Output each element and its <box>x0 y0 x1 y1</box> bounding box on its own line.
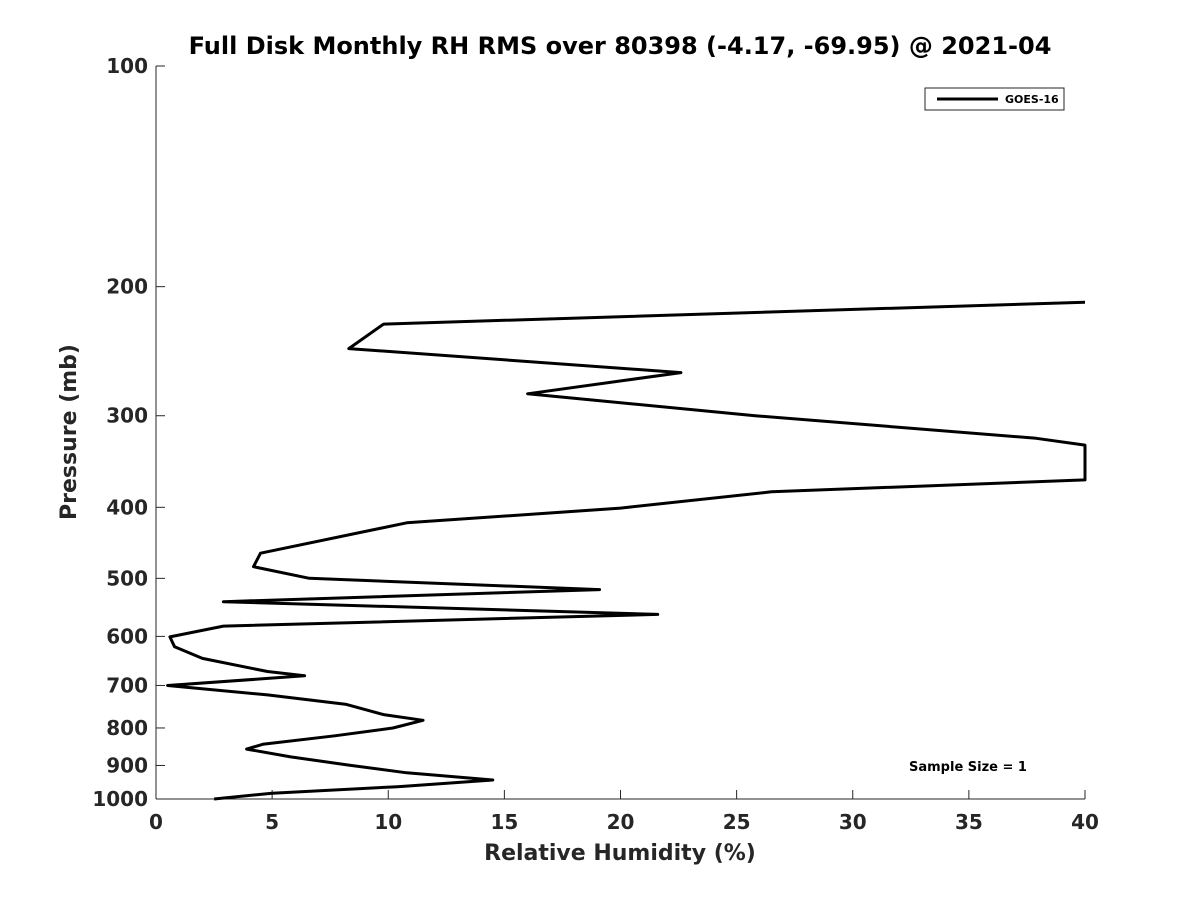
x-tick-label: 5 <box>265 810 279 834</box>
y-tick-label: 500 <box>106 566 148 590</box>
x-tick-label: 0 <box>149 810 163 834</box>
x-axis: 0 5 10 15 20 25 30 35 40 <box>149 790 1099 834</box>
x-tick-label: 35 <box>955 810 983 834</box>
x-tick-label: 40 <box>1071 810 1099 834</box>
legend-label-goes-16: GOES-16 <box>1005 93 1059 106</box>
x-tick-label: 20 <box>607 810 635 834</box>
x-tick-label: 25 <box>723 810 751 834</box>
series-line-goes-16 <box>166 300 1087 801</box>
chart-title: Full Disk Monthly RH RMS over 80398 (-4.… <box>189 32 1052 60</box>
y-tick-label: 1000 <box>92 787 148 811</box>
legend: GOES-16 <box>924 87 1065 111</box>
y-tick-label: 600 <box>106 624 148 648</box>
y-tick-label: 100 <box>106 54 148 78</box>
x-tick-label: 15 <box>490 810 518 834</box>
y-tick-label: 400 <box>106 495 148 519</box>
series-layer <box>166 300 1087 801</box>
x-tick-label: 10 <box>374 810 402 834</box>
y-tick-label: 300 <box>106 404 148 428</box>
y-axis: 100 200 300 400 500 600 700 800 900 1000 <box>92 54 165 811</box>
y-axis-title: Pressure (mb) <box>57 344 82 520</box>
x-tick-label: 30 <box>839 810 867 834</box>
y-tick-label: 200 <box>106 275 148 299</box>
y-tick-label: 800 <box>106 716 148 740</box>
x-axis-title: Relative Humidity (%) <box>484 841 756 866</box>
y-tick-label: 900 <box>106 753 148 777</box>
y-tick-label: 700 <box>106 673 148 697</box>
sample-size-annotation: Sample Size = 1 <box>909 760 1027 775</box>
